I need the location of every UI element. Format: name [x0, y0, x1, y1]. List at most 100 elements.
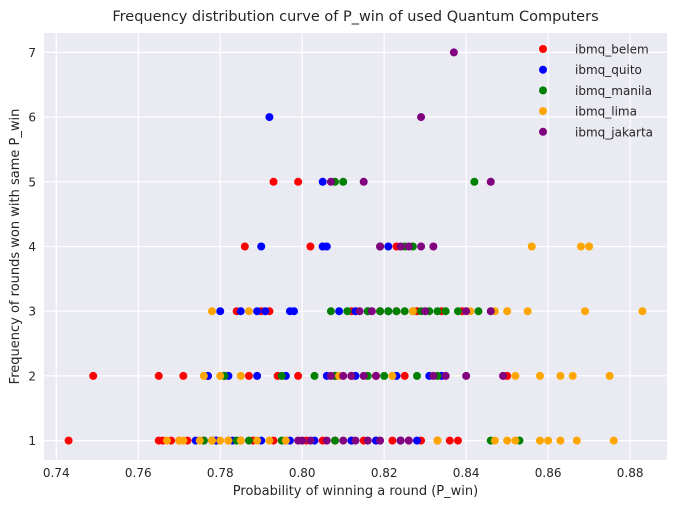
x-tick-label: 0.84	[453, 466, 480, 480]
data-point	[417, 113, 426, 122]
data-point	[265, 436, 274, 445]
y-tick-label: 4	[28, 240, 36, 254]
data-point	[638, 307, 647, 316]
data-point	[445, 436, 454, 445]
data-point	[576, 242, 585, 251]
data-point	[585, 242, 594, 251]
data-point	[535, 436, 544, 445]
data-point	[359, 371, 368, 380]
data-point	[326, 371, 335, 380]
data-point	[376, 242, 385, 251]
y-axis-label: Frequency of rounds won with same P_win	[8, 109, 23, 385]
series-ibmq_jakarta	[294, 48, 508, 445]
legend-marker	[539, 127, 547, 136]
data-point	[486, 177, 495, 186]
data-point	[572, 436, 581, 445]
data-point	[216, 371, 225, 380]
legend-marker	[539, 45, 547, 53]
x-axis-label: Probability of winning a round (P_win)	[233, 484, 478, 499]
data-point	[568, 371, 577, 380]
y-tick-label: 2	[28, 369, 36, 383]
data-point	[306, 436, 315, 445]
data-point	[376, 436, 385, 445]
x-tick-label: 0.82	[371, 466, 398, 480]
data-point	[511, 371, 520, 380]
data-point	[154, 371, 163, 380]
data-point	[429, 242, 438, 251]
data-point	[294, 177, 303, 186]
data-point	[462, 371, 471, 380]
data-point	[581, 307, 590, 316]
legend-item: ibmq_belem	[539, 43, 649, 57]
x-tick-label: 0.88	[617, 466, 644, 480]
legend-label: ibmq_jakarta	[575, 125, 653, 139]
x-tick-label: 0.74	[43, 466, 70, 480]
data-point	[244, 371, 253, 380]
data-point	[240, 242, 249, 251]
data-point	[503, 307, 512, 316]
data-point	[429, 371, 438, 380]
data-point	[216, 436, 225, 445]
data-point	[244, 436, 253, 445]
data-point	[605, 371, 614, 380]
x-tick-label: 0.76	[125, 466, 152, 480]
legend: ibmq_belem ibmq_quito ibmq_manila ibmq_lima…	[539, 43, 653, 139]
data-point	[339, 436, 348, 445]
data-point	[433, 307, 442, 316]
data-point	[441, 307, 450, 316]
data-point	[281, 436, 290, 445]
data-point	[359, 177, 368, 186]
legend-label: ibmq_lima	[575, 105, 637, 119]
data-point	[556, 436, 565, 445]
data-point	[449, 48, 458, 57]
data-point	[339, 371, 348, 380]
data-point	[236, 307, 245, 316]
y-tick-label: 7	[28, 46, 36, 60]
data-point	[404, 242, 413, 251]
data-point	[417, 242, 426, 251]
x-tick-label: 0.86	[535, 466, 562, 480]
data-point	[310, 371, 319, 380]
data-point	[396, 436, 405, 445]
data-point	[384, 242, 393, 251]
data-point	[89, 371, 98, 380]
data-point	[199, 371, 208, 380]
data-point	[179, 436, 188, 445]
data-point	[384, 307, 393, 316]
data-point	[556, 371, 565, 380]
legend-marker	[539, 107, 547, 116]
y-tick-label: 3	[28, 305, 36, 319]
x-tick-label: 0.78	[207, 466, 234, 480]
data-point	[253, 436, 262, 445]
data-point	[527, 242, 536, 251]
data-point	[441, 371, 450, 380]
x-tick-label: 0.80	[289, 466, 316, 480]
data-point	[236, 436, 245, 445]
data-point	[294, 371, 303, 380]
data-point	[331, 436, 340, 445]
data-point	[64, 436, 73, 445]
data-point	[474, 307, 483, 316]
data-point	[544, 436, 553, 445]
data-point	[179, 371, 188, 380]
data-point	[490, 436, 499, 445]
data-point	[367, 307, 376, 316]
legend-label: ibmq_belem	[575, 43, 649, 57]
data-point	[290, 307, 299, 316]
legend-marker	[539, 65, 547, 74]
data-point	[535, 371, 544, 380]
data-point	[216, 307, 225, 316]
data-point	[253, 307, 262, 316]
data-point	[412, 436, 421, 445]
data-point	[523, 307, 532, 316]
legend-item: ibmq_manila	[539, 84, 652, 98]
legend-marker	[539, 86, 547, 95]
data-point	[322, 436, 331, 445]
data-point	[298, 436, 307, 445]
data-point	[339, 177, 348, 186]
data-point	[224, 436, 233, 445]
data-point	[355, 307, 364, 316]
data-point	[433, 436, 442, 445]
data-point	[396, 242, 405, 251]
